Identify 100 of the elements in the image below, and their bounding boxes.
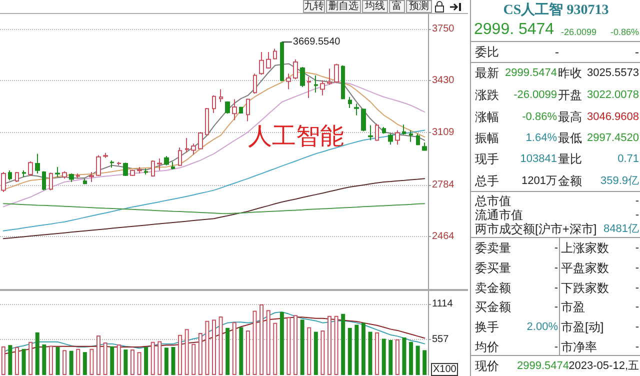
bar bbox=[300, 320, 304, 375]
candlestick bbox=[76, 173, 80, 180]
text: 2.00% bbox=[526, 320, 558, 335]
text: 现手 bbox=[475, 151, 499, 167]
text: 卖金额 bbox=[475, 280, 511, 296]
candlestick bbox=[253, 73, 257, 94]
text: 1201万 bbox=[522, 174, 557, 189]
text: 平盘家数 bbox=[561, 260, 609, 276]
bar bbox=[422, 350, 427, 375]
y-axis-title: X100 bbox=[431, 363, 458, 376]
bar bbox=[402, 337, 406, 375]
candlestick bbox=[144, 168, 148, 176]
text: 富 bbox=[389, 0, 405, 13]
y-tick-label: 3430 bbox=[432, 75, 455, 86]
text: - bbox=[554, 261, 558, 276]
bar bbox=[226, 328, 230, 375]
text: -26.0099 bbox=[514, 88, 557, 103]
bar bbox=[382, 338, 386, 375]
annotation: 3669.5540 bbox=[292, 36, 341, 48]
text: - bbox=[635, 194, 639, 209]
candlestick bbox=[123, 162, 128, 176]
text: 359.9亿 bbox=[600, 174, 639, 189]
candlestick bbox=[219, 88, 223, 103]
text: 上涨家数 bbox=[561, 240, 609, 256]
text: 最新 bbox=[475, 65, 499, 81]
candlestick bbox=[416, 133, 420, 146]
text: 预测 bbox=[406, 0, 432, 13]
bar bbox=[341, 314, 346, 375]
text: - bbox=[554, 44, 560, 60]
candlestick bbox=[314, 74, 318, 94]
y-tick-label: 3109 bbox=[432, 127, 455, 138]
candlestick bbox=[422, 142, 427, 152]
candlestick bbox=[171, 161, 175, 170]
text: 委买量 bbox=[475, 260, 511, 276]
text: - bbox=[554, 281, 558, 296]
candlestick bbox=[89, 171, 94, 182]
bar bbox=[35, 332, 40, 375]
text: - bbox=[635, 320, 639, 335]
bar bbox=[171, 347, 176, 375]
text: 涨跌 bbox=[475, 87, 499, 103]
text: 委卖量 bbox=[475, 240, 511, 256]
candlestick bbox=[198, 132, 203, 150]
candlestick bbox=[22, 170, 26, 178]
text: 振幅 bbox=[475, 130, 499, 146]
bar bbox=[409, 342, 414, 375]
candlestick bbox=[212, 94, 216, 114]
text: 九转 bbox=[303, 0, 325, 13]
candlestick bbox=[273, 48, 277, 60]
y-tick-label: 557 bbox=[432, 334, 450, 346]
bar bbox=[82, 352, 87, 375]
candlestick bbox=[15, 171, 19, 182]
text: 最低 bbox=[558, 130, 582, 146]
text: 市净率 bbox=[561, 339, 597, 355]
candlestick bbox=[246, 98, 250, 122]
candlestick bbox=[117, 161, 121, 166]
bar bbox=[22, 348, 26, 375]
bar bbox=[361, 322, 366, 375]
text: 流通市值 bbox=[475, 207, 523, 223]
y-tick-label: 2464 bbox=[432, 231, 455, 242]
candlestick bbox=[334, 63, 339, 84]
candlestick bbox=[286, 73, 291, 90]
y-tick-label: 1114 bbox=[432, 298, 454, 310]
candlestick bbox=[300, 66, 305, 88]
text: - bbox=[635, 281, 639, 296]
text: - bbox=[635, 44, 639, 60]
annotation: 人工智能 bbox=[248, 122, 344, 150]
line-series bbox=[2, 82, 426, 208]
bar bbox=[239, 327, 244, 375]
text: 买金额 bbox=[475, 299, 511, 315]
bar bbox=[368, 332, 372, 375]
candlestick bbox=[137, 166, 142, 174]
candlestick bbox=[293, 58, 298, 80]
bar bbox=[164, 348, 168, 375]
text: 2999. 5474 bbox=[474, 21, 554, 38]
candlestick bbox=[266, 51, 271, 70]
text: 均价 bbox=[475, 339, 499, 355]
candlestick bbox=[49, 172, 53, 191]
candlestick bbox=[164, 155, 169, 166]
text: 8481亿 bbox=[604, 222, 639, 237]
text: -26.0099 bbox=[561, 26, 597, 39]
candlestick bbox=[103, 152, 108, 158]
candlestick bbox=[354, 103, 359, 116]
candlestick bbox=[402, 124, 406, 136]
bar bbox=[144, 347, 148, 375]
candlestick bbox=[327, 68, 332, 86]
line-series bbox=[2, 178, 426, 240]
bar bbox=[348, 328, 352, 375]
text: - bbox=[635, 340, 639, 355]
text: 3025.5573 bbox=[587, 66, 639, 81]
text: 委比 bbox=[475, 44, 499, 60]
bar bbox=[42, 344, 46, 375]
y-tick-label: 3750 bbox=[432, 24, 455, 35]
bar bbox=[388, 340, 393, 375]
text: 量比 bbox=[558, 151, 582, 167]
candlestick bbox=[225, 100, 230, 114]
text: 3022.0078 bbox=[587, 88, 639, 103]
text: -0.86% bbox=[522, 110, 557, 125]
text: - bbox=[635, 241, 639, 256]
candlestick bbox=[388, 133, 393, 146]
candlestick bbox=[368, 124, 373, 141]
